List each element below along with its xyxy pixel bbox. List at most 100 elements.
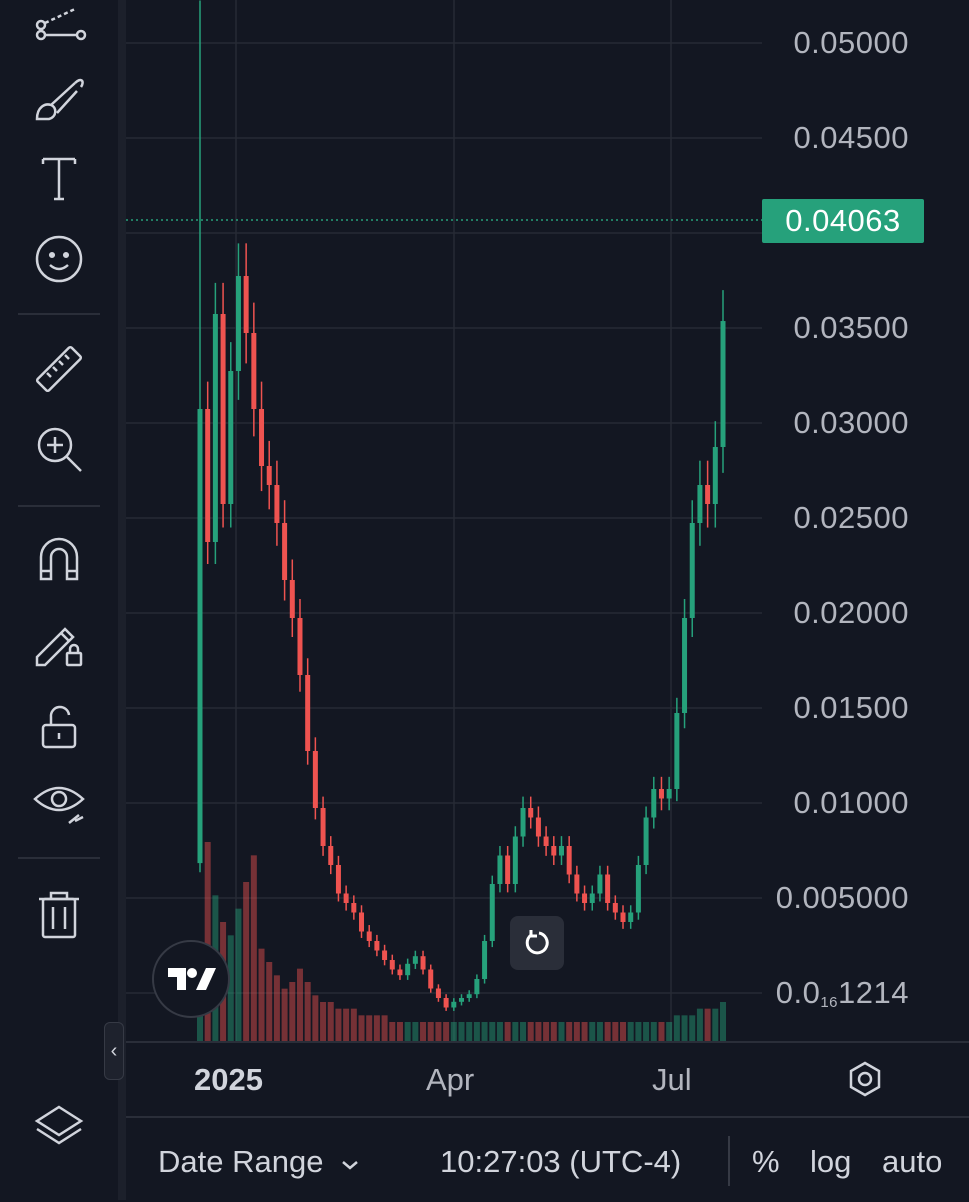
zoom-in-icon — [37, 427, 82, 472]
volume-bar — [558, 1022, 565, 1042]
ruler-icon — [35, 345, 83, 393]
candle-body — [643, 817, 649, 865]
volume-bar — [627, 1022, 634, 1042]
candle-body — [397, 969, 403, 976]
toolbar-divider — [18, 857, 100, 859]
price-label: 0.03000 — [793, 405, 909, 440]
candle-body — [543, 836, 549, 846]
volume-bar — [389, 1022, 396, 1042]
candle-body — [335, 865, 341, 894]
candle-body — [312, 751, 318, 808]
toolbar-divider — [18, 313, 100, 315]
candle-body — [482, 941, 488, 979]
volume-bar — [312, 995, 319, 1042]
bottom-bar-divider — [728, 1136, 730, 1186]
candle-body — [351, 903, 357, 913]
candle-body — [705, 485, 711, 504]
volume-bar — [343, 1008, 350, 1042]
candle-body — [320, 808, 326, 846]
price-label: 0.03500 — [793, 310, 909, 345]
volume-bar — [720, 1002, 726, 1042]
volume-bar — [473, 1022, 480, 1042]
chart-settings-icon[interactable] — [846, 1060, 884, 1098]
object-tree-tool[interactable] — [28, 1096, 90, 1158]
volume-bar — [335, 1008, 342, 1042]
trend-line-icon — [35, 7, 87, 41]
volume-bar — [435, 1022, 442, 1042]
chevron-down-icon — [342, 1161, 358, 1170]
volume-bar — [412, 1022, 419, 1042]
measure-tool[interactable] — [28, 338, 90, 400]
candle-body — [328, 846, 334, 865]
volume-bar — [612, 1022, 619, 1042]
chevron-left-icon: ‹ — [110, 1039, 118, 1062]
reset-icon — [525, 930, 549, 955]
chart-grid — [126, 0, 762, 1042]
volume-bar — [296, 968, 303, 1042]
clock-timezone[interactable]: 10:27:03 (UTC-4) — [440, 1144, 682, 1179]
brush-tool[interactable] — [28, 70, 90, 132]
visibility-tool[interactable] — [28, 772, 90, 834]
last-price-badge: 0.04063 — [762, 199, 924, 243]
reset-chart-button[interactable] — [510, 916, 564, 970]
candle-body — [551, 846, 557, 856]
candle-body — [628, 912, 634, 922]
lock-drawing-tool[interactable] — [28, 612, 90, 674]
volume-bar — [504, 1022, 511, 1042]
candle-body — [212, 314, 218, 542]
tradingview-logo[interactable] — [152, 940, 230, 1018]
magnet-tool[interactable] — [28, 528, 90, 590]
candle-body — [574, 874, 580, 894]
candle-body — [289, 580, 295, 618]
price-label: 0.05000 — [793, 25, 909, 60]
trend-line-tool[interactable] — [28, 0, 90, 44]
candle-body — [451, 1001, 457, 1008]
emoji-tool[interactable] — [28, 228, 90, 290]
volume-bar — [235, 908, 242, 1042]
candle-body — [220, 314, 226, 504]
collapse-toolbar-button[interactable]: ‹ — [104, 1022, 124, 1080]
volume-bar — [496, 1022, 503, 1042]
candle-body — [382, 950, 388, 960]
volume-bar — [481, 1022, 488, 1042]
candle-body — [697, 485, 703, 523]
date-range-selector[interactable]: Date Range — [158, 1144, 360, 1180]
volume-bar — [589, 1022, 596, 1042]
volume-bar — [373, 1015, 380, 1042]
candle-body — [689, 523, 695, 618]
zoom-in-tool[interactable] — [28, 418, 90, 480]
candle-body — [359, 912, 365, 932]
volume-bar — [273, 975, 280, 1042]
chart-area[interactable]: 0.05000 0.04500 0.03500 0.03000 0.02500 … — [126, 0, 969, 1202]
volume-bar — [289, 982, 296, 1042]
layers-icon — [34, 1105, 84, 1145]
price-label-suffix: 1214 — [838, 975, 909, 1010]
candle-body — [466, 994, 472, 998]
candle-body — [243, 276, 249, 333]
delete-tool[interactable] — [28, 884, 90, 946]
volume-bar — [566, 1022, 573, 1042]
volume-bar — [443, 1022, 450, 1042]
price-chart[interactable] — [126, 0, 969, 1116]
toolbar-divider — [18, 505, 100, 507]
volume-bar — [396, 1022, 403, 1042]
log-toggle[interactable]: log — [810, 1144, 852, 1179]
volume-bar — [650, 1022, 657, 1042]
candle-body — [297, 618, 303, 675]
candle-body — [420, 956, 426, 970]
volume-bar — [227, 935, 234, 1042]
percent-toggle[interactable]: % — [752, 1144, 780, 1179]
candle-body — [666, 789, 672, 799]
volume-bar — [450, 1022, 457, 1042]
auto-scale-toggle[interactable]: auto — [882, 1144, 943, 1179]
volume-bar — [673, 1015, 680, 1042]
volume-bar — [543, 1022, 550, 1042]
candle-body — [474, 979, 480, 995]
candle-body — [535, 817, 541, 837]
unlock-tool[interactable] — [28, 696, 90, 758]
volume-bar — [681, 1015, 688, 1042]
candle-body — [389, 960, 395, 970]
time-label: Apr — [426, 1062, 475, 1097]
volume-bar — [596, 1022, 603, 1042]
text-tool[interactable] — [28, 148, 90, 210]
